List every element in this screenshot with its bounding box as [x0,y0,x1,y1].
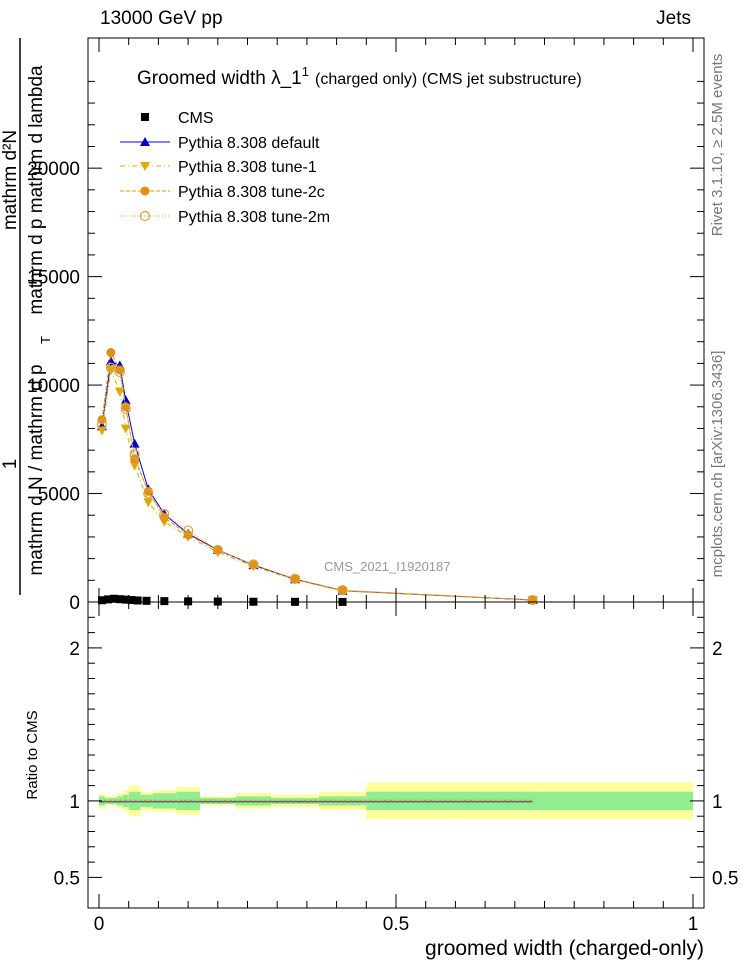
legend-label-tune2c: Pythia 8.308 tune-2c [178,184,325,201]
y-tick-label: 10000 [27,376,80,397]
ratio-y-tick-label-right: 1 [712,792,723,813]
point-data [160,597,169,606]
legend-marker-default [140,137,150,146]
point-data [142,596,151,605]
legend-label-default: Pythia 8.308 default [178,135,320,152]
point-tune2c [115,365,125,375]
point-tune2m [143,488,154,499]
point-data [109,594,118,603]
point-tune2m [129,449,140,460]
lower-frame [87,601,705,909]
ratio-y-tick-label: 0.5 [54,868,80,889]
ratio-y-tick-label-right: 0.5 [712,868,738,889]
series-line-tune2m [101,366,533,601]
rivet-label: Rivet 3.1.10, ≥ 2.5M events [709,54,726,237]
series-line-tune2c [101,350,533,601]
point-tune1 [143,498,154,508]
point-data [115,595,124,604]
legend-marker-tune2c [140,186,150,196]
point-tune2m [105,362,116,373]
header-left: 13000 GeV pp [100,8,223,29]
point-tune2m [248,559,259,570]
ratio-y-axis-label: Ratio to CMS [24,710,41,799]
ratio-y-tick-label: 1 [69,792,80,813]
analysis-watermark: CMS_2021_I1920187 [324,559,451,574]
point-tune1 [96,426,107,436]
ratio-band-inner [199,797,236,804]
ratio-y-tick-label: 2 [69,639,80,660]
y-label-numerator: 1 [0,459,21,470]
y-tick-label: 0 [69,593,80,614]
legend-marker-tune1 [140,162,150,171]
legend-label-data: CMS [178,110,214,127]
point-tune2m [212,544,223,556]
x-tick-label: 1 [688,914,699,935]
point-data [127,596,136,605]
series-line-tune1 [101,368,533,601]
chart-title-rest: (charged only) (CMS jet substructure) [315,71,582,88]
legend-label-tune2m: Pythia 8.308 tune-2m [178,209,330,226]
y-axis-label: 1 mathrm d²N mathrm d N / mathrm d p mathrm… [0,38,53,595]
mcplots-label: mcplots.cern.ch [arXiv:1306.3436] [709,351,726,578]
legend-marker-data [141,113,149,121]
point-tune2c [143,486,153,496]
y-label-denominator-mid: mathrm d p mathrm d lambda [26,65,47,315]
point-tune2c [290,574,300,584]
point-tune1 [120,424,131,434]
ratio-band-inner [235,796,272,806]
chart-title-main: Groomed width λ_1 [137,68,302,89]
legend-label-tune1: Pythia 8.308 tune-1 [178,159,317,176]
point-tune2m [183,525,194,536]
point-tune2m [96,419,108,430]
y-tick-label: 5000 [38,485,80,506]
point-tune2m [159,509,170,520]
point-tune2c [159,512,169,522]
point-tune2c [338,586,348,596]
y-tick-label: 15000 [27,268,80,289]
series-line-default [101,360,533,601]
ratio-y-tick-label-right: 2 [712,639,723,660]
point-data [121,595,130,604]
chart-title-sup: 1 [302,64,309,79]
ratio-band-inner [318,796,367,806]
point-default [120,395,131,405]
point-tune2m [289,573,301,584]
ratio-band-inner [176,791,200,811]
chart-title: Groomed width λ_11 (charged only) (CMS je… [137,64,582,89]
y-label-denominator-left: mathrm d N / mathrm d p [26,364,47,575]
x-axis-label: groomed width (charged-only) [425,937,704,960]
point-default [105,356,116,366]
point-tune2m [337,585,348,596]
point-data [103,595,112,604]
point-tune2m [527,594,538,606]
y-label-sub-t: T [38,336,53,344]
point-data [133,596,142,605]
header-right: Jets [656,8,691,29]
x-tick-label: 0 [94,914,105,935]
x-tick-label: 0.5 [383,914,409,935]
point-tune2m [114,366,125,378]
point-data [97,596,106,605]
y-tick-label: 20000 [27,159,80,180]
legend-marker-tune2m [139,210,151,222]
point-tune2c [106,348,116,358]
y-label-numerator-right: mathrm d²N [0,130,21,230]
point-tune2m [120,403,131,415]
